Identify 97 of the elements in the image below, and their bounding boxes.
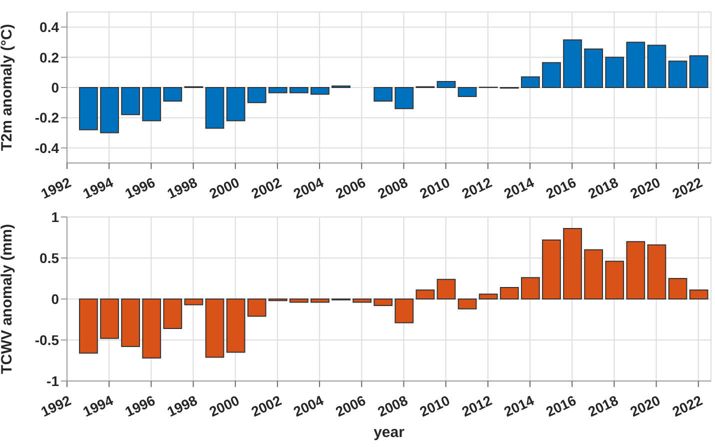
bar: [394, 298, 414, 324]
bar: [542, 239, 561, 300]
y-tick-label: 0.4: [40, 19, 60, 36]
y-tick-label: -0.4: [34, 140, 60, 156]
x-tick-label: 2014: [501, 392, 537, 420]
x-tick-label: 1996: [122, 174, 158, 202]
x-tick-label: 2022: [670, 392, 705, 420]
x-tick-label: 1996: [122, 392, 158, 420]
bar: [542, 62, 561, 88]
bar: [184, 298, 204, 306]
bar: [668, 60, 688, 88]
bar: [289, 87, 308, 94]
x-tick-label: 2004: [290, 174, 326, 202]
x-tick-label: 2010: [417, 174, 452, 202]
x-tick-label: 1994: [80, 174, 116, 202]
x-tick-label: 1992: [38, 392, 74, 420]
bar: [226, 87, 246, 122]
y-axis-title: TCWV anomaly (mm): [0, 224, 16, 374]
bar: [668, 278, 688, 300]
bar: [100, 87, 119, 134]
bar: [436, 278, 456, 300]
bar: [268, 87, 288, 94]
bar: [416, 289, 435, 300]
x-tick-label: 2004: [290, 392, 326, 420]
bar: [226, 298, 246, 353]
x-tick-label: 2010: [417, 392, 452, 420]
bar: [647, 244, 666, 300]
x-tick-label: 2000: [206, 392, 242, 420]
bar: [142, 298, 162, 359]
bar: [584, 249, 604, 300]
x-tick-label: 2002: [248, 392, 284, 420]
x-axis-title: year: [374, 424, 405, 441]
x-tick-label: 2006: [332, 174, 368, 202]
bar: [310, 87, 330, 95]
y-tick-label: -1: [46, 372, 60, 389]
bar: [121, 298, 140, 348]
y-tick-label: -0.5: [34, 332, 60, 348]
x-tick-label: 2014: [501, 174, 537, 202]
x-tick-label: 2012: [459, 392, 494, 420]
x-tick-label: 1994: [80, 392, 116, 420]
bar: [79, 87, 98, 130]
x-tick-label: 2020: [628, 392, 663, 420]
bar: [121, 87, 140, 116]
x-tick-label: 2020: [628, 174, 663, 202]
bar: [605, 260, 624, 300]
bar: [520, 76, 540, 88]
y-tick-label: 1: [51, 208, 60, 225]
bar: [247, 87, 266, 104]
bar: [500, 287, 519, 300]
bar: [436, 80, 456, 88]
bar: [520, 277, 540, 300]
y-tick-label: 0: [51, 290, 60, 307]
bar: [142, 87, 162, 122]
y-axis-title: T2m anomaly (°C): [0, 24, 16, 151]
bar: [163, 298, 182, 330]
x-tick-label: 2008: [375, 174, 410, 202]
bar: [563, 39, 582, 88]
bar: [584, 48, 604, 88]
bar: [374, 298, 393, 306]
x-tick-label: 2006: [332, 392, 368, 420]
x-tick-label: 2012: [459, 174, 494, 202]
x-tick-label: 1998: [164, 392, 200, 420]
bar: [374, 87, 393, 102]
bar: [458, 87, 477, 98]
bar: [626, 42, 646, 88]
x-tick-label: 2022: [670, 174, 705, 202]
bar: [289, 298, 308, 303]
x-tick-label: 1992: [38, 174, 74, 202]
y-tick-label: 0: [51, 79, 60, 96]
bar: [310, 298, 330, 303]
y-tick-label: 0.2: [40, 49, 60, 66]
bar: [458, 298, 477, 310]
y-tick-label: 0.5: [40, 250, 60, 266]
bar: [626, 241, 646, 300]
x-tick-label: 2016: [543, 174, 579, 202]
bar: [163, 87, 182, 102]
bar: [205, 298, 224, 358]
bar: [647, 44, 666, 88]
bar: [689, 289, 708, 300]
bar: [478, 294, 498, 300]
bar: [394, 87, 414, 110]
bar: [79, 298, 98, 354]
x-tick-label: 2008: [375, 392, 410, 420]
x-tick-label: 2016: [543, 392, 579, 420]
x-tick-label: 2002: [248, 174, 284, 202]
x-tick-label: 2000: [206, 174, 242, 202]
x-tick-label: 2018: [586, 174, 621, 202]
bar: [605, 56, 624, 88]
y-tick-label: -0.2: [34, 110, 60, 126]
bar: [247, 298, 266, 317]
bar: [100, 298, 119, 339]
x-tick-label: 2018: [586, 392, 621, 420]
bar: [689, 55, 708, 88]
x-tick-label: 1998: [164, 174, 200, 202]
bar: [563, 228, 582, 300]
bar: [352, 298, 372, 303]
bar: [205, 87, 224, 129]
